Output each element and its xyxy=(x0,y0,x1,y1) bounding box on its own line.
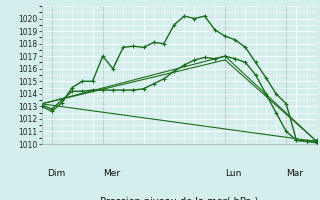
Text: Mer: Mer xyxy=(103,169,120,178)
Text: Lun: Lun xyxy=(225,169,242,178)
Text: Pression niveau de la mer( hPa ): Pression niveau de la mer( hPa ) xyxy=(100,196,258,200)
Text: Mar: Mar xyxy=(286,169,303,178)
Text: Dim: Dim xyxy=(47,169,65,178)
